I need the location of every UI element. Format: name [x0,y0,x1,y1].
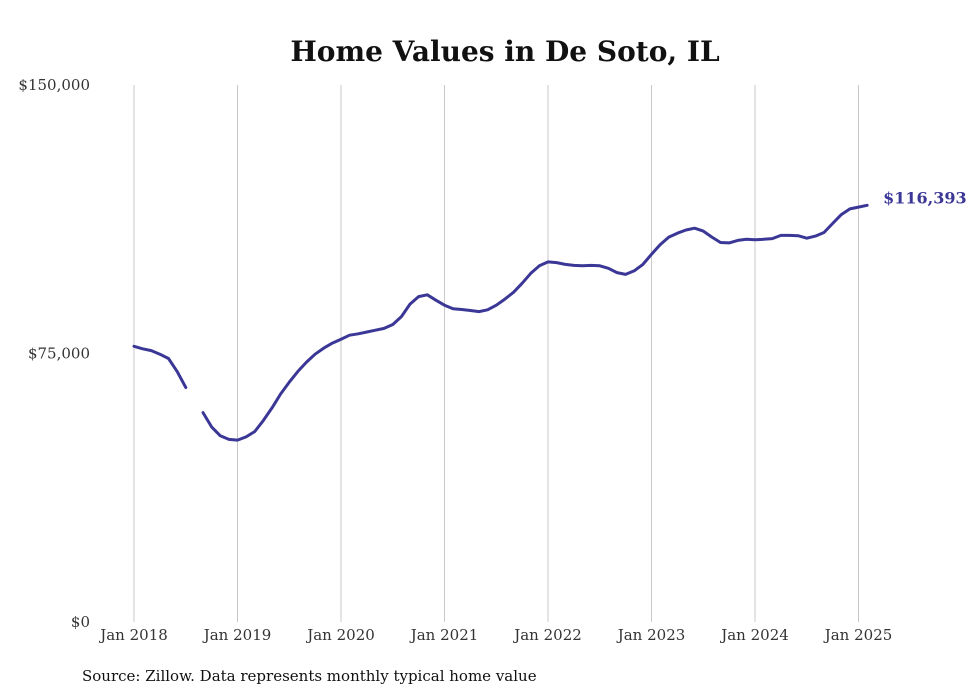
series-line [132,203,869,442]
x-tick-label: Jan 2021 [409,626,479,644]
x-axis: Jan 2018 Jan 2019 Jan 2020 Jan 2021 Jan 2022… [98,626,892,644]
y-tick-label: $0 [71,613,90,631]
y-axis: $0 $75,000 $150,000 [18,76,90,631]
chart-title: Home Values in De Soto, IL [290,35,720,68]
series-layer [132,203,869,442]
source-note: Source: Zillow. Data represents monthly … [82,667,537,685]
y-tick-label: $75,000 [28,345,90,363]
gridlines [133,85,859,622]
x-tick-label: Jan 2020 [305,626,375,644]
x-tick-label: Jan 2023 [616,626,686,644]
x-tick-label: Jan 2024 [719,626,789,644]
end-value-label: $116,393 [883,188,967,207]
x-tick-label: Jan 2022 [512,626,582,644]
y-tick-label: $150,000 [18,76,90,94]
x-tick-label: Jan 2018 [98,626,168,644]
x-tick-label: Jan 2019 [202,626,272,644]
x-tick-label: Jan 2025 [823,626,893,644]
